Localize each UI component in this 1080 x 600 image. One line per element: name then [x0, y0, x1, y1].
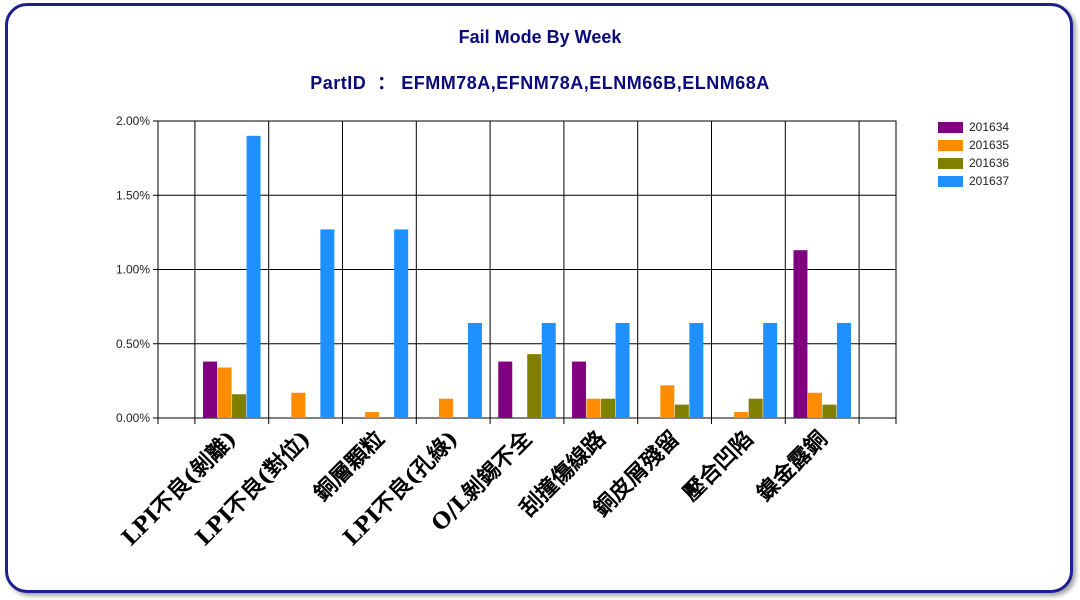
bar: [291, 392, 306, 418]
legend-swatch: [938, 121, 963, 133]
legend-item: 201634: [938, 118, 1009, 136]
legend-swatch: [938, 157, 963, 169]
chart-title: Fail Mode By Week: [458, 27, 622, 47]
legend-swatch: [938, 175, 963, 187]
bar: [822, 404, 837, 418]
y-tick-label: 0.00%: [116, 411, 150, 425]
bar: [689, 322, 704, 418]
bar: [763, 322, 778, 418]
y-tick-label: 1.50%: [116, 188, 150, 202]
bar: [217, 367, 232, 418]
bar: [320, 229, 335, 418]
bar: [601, 398, 616, 418]
bar: [836, 322, 851, 418]
bar: [793, 250, 808, 418]
bar: [615, 322, 630, 418]
legend-label: 201635: [969, 138, 1010, 152]
y-tick-label: 1.00%: [116, 263, 150, 277]
bar: [807, 392, 822, 418]
bar: [748, 398, 763, 418]
bar: [527, 354, 542, 418]
y-tick-label: 0.50%: [116, 337, 150, 351]
x-tick-label: 鎳金露銅: [752, 426, 833, 507]
chart-subtitle: PartID ： EFMM78A,EFNM78A,ELNM66B,ELNM68A: [310, 73, 770, 93]
legend-label: 201636: [969, 156, 1010, 170]
bar: [586, 398, 601, 418]
chart-legend: 201634 201635 201636 201637: [938, 118, 1009, 190]
legend-item: 201635: [938, 136, 1009, 154]
x-tick-label: 壓合凹陷: [678, 426, 759, 507]
bar: [246, 135, 261, 418]
bar: [394, 229, 409, 418]
y-tick-label: 2.00%: [116, 114, 150, 128]
bar: [674, 404, 689, 418]
plot-area: [157, 120, 897, 419]
bar: [572, 361, 587, 418]
bar: [365, 412, 380, 418]
bar: [498, 361, 513, 418]
legend-label: 201637: [969, 174, 1010, 188]
chart-frame: [5, 3, 1073, 593]
bar: [203, 361, 218, 418]
legend-item: 201636: [938, 154, 1009, 172]
bar: [438, 398, 453, 418]
bar: [660, 385, 675, 418]
bar: [467, 322, 482, 418]
bar: [232, 394, 247, 418]
bar: [734, 412, 749, 418]
legend-swatch: [938, 139, 963, 151]
legend-item: 201637: [938, 172, 1009, 190]
legend-label: 201634: [969, 120, 1010, 134]
bar: [541, 322, 556, 418]
